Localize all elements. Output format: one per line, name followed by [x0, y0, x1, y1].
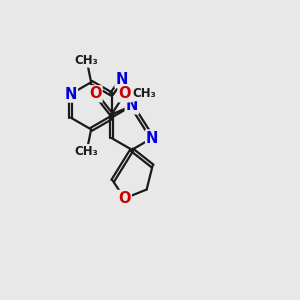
Text: CH₃: CH₃	[75, 145, 99, 158]
Text: CH₃: CH₃	[132, 87, 156, 100]
Text: N: N	[126, 98, 138, 113]
Text: N: N	[64, 87, 77, 102]
Text: O: O	[89, 86, 102, 101]
Text: N: N	[116, 72, 128, 87]
Text: O: O	[118, 86, 131, 101]
Text: N: N	[146, 130, 158, 146]
Text: CH₃: CH₃	[75, 54, 99, 67]
Text: O: O	[118, 191, 131, 206]
